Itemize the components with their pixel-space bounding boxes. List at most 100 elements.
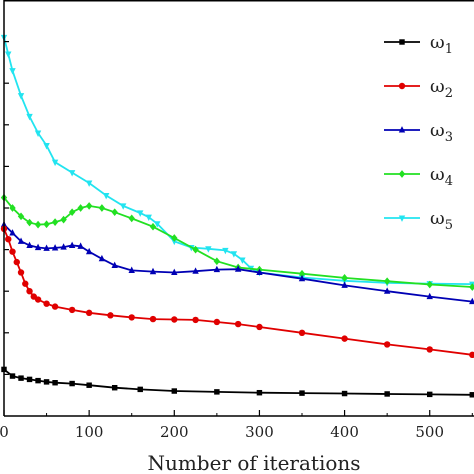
data-point [192, 316, 199, 324]
data-point [213, 257, 221, 266]
data-point [85, 247, 93, 255]
legend-marker [398, 126, 406, 133]
data-point [85, 180, 93, 187]
data-point [22, 280, 29, 287]
data-point [137, 210, 144, 217]
series-group-2 [0, 225, 474, 359]
data-point [213, 318, 221, 326]
data-point [86, 382, 92, 388]
data-point [234, 265, 242, 272]
data-point [149, 315, 157, 323]
data-point [60, 215, 67, 224]
data-point [171, 238, 178, 246]
data-point [68, 241, 76, 248]
legend-marker [398, 170, 406, 178]
data-point [299, 390, 305, 396]
data-point [9, 68, 16, 75]
data-point [85, 309, 93, 317]
data-point [149, 222, 157, 231]
data-point [341, 274, 348, 282]
data-point [68, 306, 76, 314]
data-point [256, 268, 263, 276]
data-point [111, 208, 118, 216]
series-group-3 [0, 220, 474, 305]
data-point [17, 212, 25, 221]
data-point [469, 297, 474, 305]
legend-symbol: ω [430, 164, 445, 185]
data-point [469, 392, 474, 398]
data-point [383, 287, 391, 294]
data-point [222, 247, 229, 255]
data-point [298, 269, 306, 278]
legend-subscript: 2 [445, 86, 453, 101]
data-point [51, 244, 59, 251]
legend-subscript: 1 [445, 42, 453, 57]
data-point [384, 391, 390, 397]
data-point [171, 388, 178, 394]
legend-item-2: ω2 [384, 76, 453, 101]
data-point [9, 229, 16, 236]
data-point [256, 323, 263, 331]
legend-item-4: ω4 [384, 164, 453, 189]
data-point [34, 220, 42, 229]
legend-label: ω5 [430, 208, 453, 233]
data-point [256, 389, 263, 396]
data-point [26, 241, 33, 248]
data-point [107, 312, 114, 319]
data-point [68, 208, 76, 216]
data-point [171, 268, 178, 276]
x-tick-label: 400 [330, 423, 359, 441]
data-point [298, 329, 306, 336]
legend-item-3: ω3 [384, 120, 453, 145]
plot-area [0, 34, 474, 398]
data-point [26, 113, 33, 121]
data-point [230, 251, 238, 258]
data-point [128, 214, 135, 223]
data-point [102, 192, 110, 200]
data-point [26, 288, 33, 295]
data-point [192, 245, 199, 254]
legend-label: ω3 [430, 120, 453, 145]
data-point [234, 320, 242, 328]
x-tick-label: 200 [160, 423, 189, 441]
data-point [51, 159, 59, 167]
data-point [43, 220, 50, 229]
data-point [43, 143, 50, 150]
data-point [171, 316, 178, 323]
x-tick-label: 500 [415, 423, 444, 441]
legend-marker [399, 39, 405, 45]
data-point [60, 243, 67, 250]
x-tick-label: 0 [0, 423, 9, 441]
data-point [383, 341, 391, 348]
data-point [18, 375, 24, 381]
legend-symbol: ω [430, 32, 445, 53]
legend-symbol: ω [430, 208, 445, 229]
data-point [111, 384, 118, 391]
legend-item-5: ω5 [384, 208, 453, 233]
data-point [145, 214, 152, 221]
data-point [51, 303, 59, 310]
data-point [51, 218, 59, 226]
data-point [68, 170, 76, 177]
data-point [85, 202, 93, 210]
data-point [34, 130, 42, 137]
data-point [120, 203, 127, 210]
data-point [298, 274, 306, 282]
data-point [239, 257, 246, 264]
data-point [469, 351, 474, 359]
legend-subscript: 4 [445, 174, 453, 189]
data-point [341, 335, 348, 342]
legend-label: ω1 [430, 32, 453, 57]
data-point [17, 269, 25, 276]
data-point [111, 261, 118, 268]
data-point [192, 267, 199, 274]
data-point [427, 391, 433, 398]
data-point [5, 51, 12, 58]
data-point [35, 377, 41, 384]
axes: 0 100 200 300 400 500 [0, 0, 474, 441]
data-point [26, 218, 33, 227]
legend-symbol: ω [430, 76, 445, 97]
data-point [43, 379, 50, 385]
